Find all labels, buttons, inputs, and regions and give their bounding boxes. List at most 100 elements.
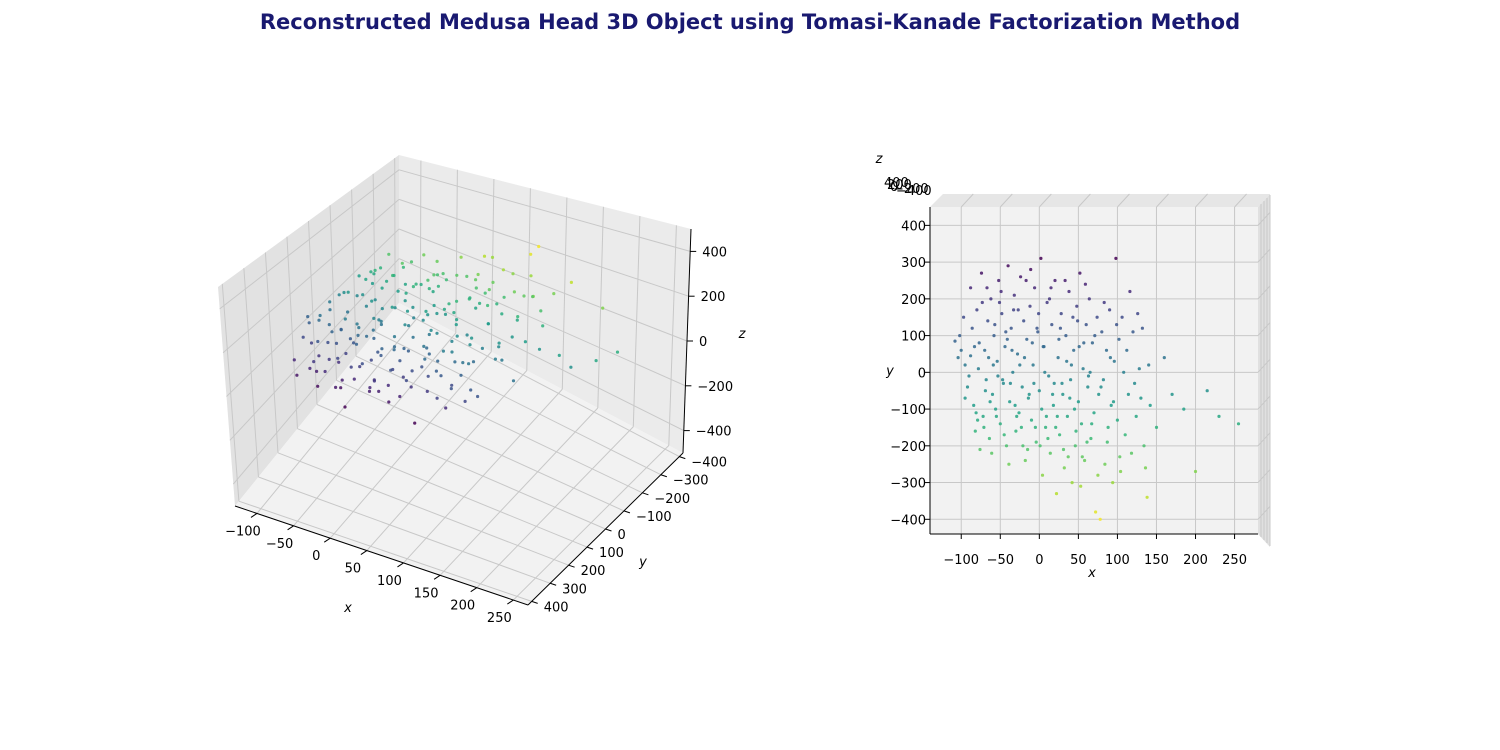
data-point [474,278,478,282]
side-pane [218,155,399,506]
data-point [431,290,435,294]
data-point [1103,462,1107,466]
data-point [420,365,424,369]
data-point [1133,381,1137,385]
top-view-axis-lines [929,207,1258,535]
data-point [348,337,352,341]
data-point [967,374,971,378]
data-point [365,334,369,338]
data-point [1072,407,1077,411]
data-point [1142,444,1146,448]
data-point [1114,256,1118,260]
data-point [455,299,459,303]
data-point [1046,436,1050,441]
data-point [1140,326,1144,330]
data-point [1039,256,1043,260]
data-point [1217,414,1221,418]
data-point [449,387,453,391]
data-point [1002,433,1006,437]
data-point [454,323,458,327]
data-point [379,322,383,327]
z-gridline-side [222,199,400,354]
data-point [997,278,1001,283]
data-point [1015,352,1020,356]
data-point [1022,319,1026,323]
data-point [1126,392,1130,396]
data-point [1026,396,1030,400]
data-point [330,330,334,334]
x-tick-label: −100 [225,524,261,539]
data-point [529,274,533,278]
data-point [1006,264,1010,268]
y-tick-label: −200 [654,492,690,507]
data-point [1086,374,1091,378]
data-point [482,254,487,258]
data-point [334,385,338,389]
data-point [426,374,430,378]
data-point [318,313,322,318]
data-point [405,309,410,313]
data-point [452,311,456,315]
data-point [1079,484,1083,488]
x-tick-label: 0 [312,549,320,564]
data-point [368,386,372,390]
data-point [1025,337,1029,341]
x-tick-labels: −100 −50 0 50 100 150 200 250 [225,513,514,626]
data-point [486,322,490,326]
data-point [364,304,368,308]
data-point [455,318,459,322]
data-point [352,341,356,345]
y-tick-label: 400 [544,600,569,615]
data-point [1033,425,1037,429]
x-gridline-top [1195,193,1208,208]
data-point [983,348,987,352]
top-view-grid [930,193,1271,546]
z-gridline-side [219,169,400,310]
data-point [1044,414,1048,418]
data-point [962,315,966,319]
y-gridline-floor [355,355,643,494]
data-point [1047,297,1052,301]
data-point [344,351,348,356]
y-tick-label: 100 [599,546,624,561]
data-point [380,307,384,311]
data-point [1087,297,1091,301]
z-tick-label: 0 [890,180,898,195]
data-point [974,411,978,415]
x-gridline-top [1078,193,1091,208]
data-point [1045,300,1049,305]
data-point [432,273,436,277]
data-point [432,303,436,308]
data-point [1079,422,1084,426]
data-point [1069,378,1073,382]
data-point [1004,444,1009,448]
data-point [356,333,360,337]
data-point [435,273,440,277]
data-point [993,323,997,327]
data-point [1011,370,1015,374]
data-point [537,244,541,249]
data-point [360,362,364,366]
data-point [1047,374,1051,378]
data-point [1065,359,1069,363]
data-point [357,274,361,278]
data-point [1139,396,1143,400]
data-point [393,306,397,310]
data-point [990,451,994,455]
data-point [307,321,311,325]
x-tick-mark [433,574,441,580]
data-point [552,292,556,296]
y-tick-label: −400 [691,456,727,471]
data-point [328,308,332,312]
data-point [996,374,1000,378]
data-point [999,289,1003,294]
y-gridline-floor [277,452,569,566]
data-point [1101,378,1105,382]
x-tick-label: 200 [450,599,475,614]
data-point [401,265,405,269]
x-gridline-top [960,193,974,208]
data-point [1129,451,1134,455]
y-tick-label: 200 [581,564,606,579]
z-tick-labels: −400 −200 0 200 400 [683,245,733,440]
